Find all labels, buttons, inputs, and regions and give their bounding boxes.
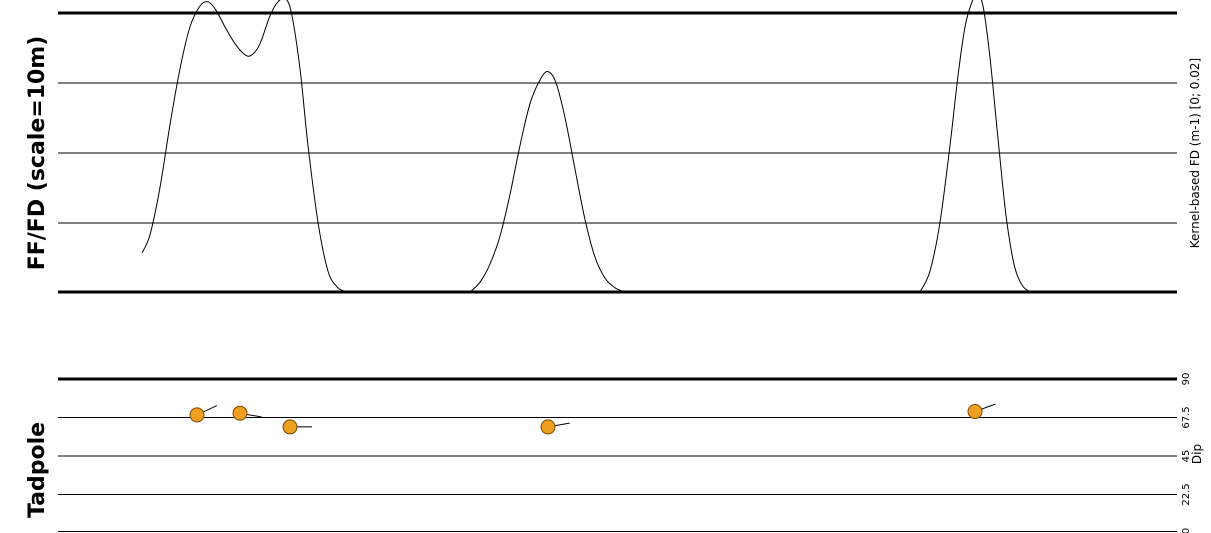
tadpole-track-title: Tadpole xyxy=(25,422,50,518)
ff-fd-track-title: FF/FD (scale=10m) xyxy=(25,36,50,271)
tadpole-axis-label: Dip xyxy=(1190,444,1204,464)
tadpole-track: 0 22.5 45 67.5 90 Tadpole Dip xyxy=(25,373,1204,533)
tadpole-gridlines xyxy=(58,377,1177,532)
tadpole-marker xyxy=(282,419,298,435)
tadpole-marker xyxy=(967,404,983,420)
ff-fd-axis-label: Kernel-based FD (m-1) [0; 0.02] xyxy=(1188,58,1202,248)
tadpole-tick-label: 0 xyxy=(1181,528,1192,533)
tadpole-tick-label: 67.5 xyxy=(1181,406,1192,428)
tadpole-tick-label: 45 xyxy=(1181,450,1192,463)
ff-fd-curves xyxy=(141,0,1031,293)
tadpole-marker xyxy=(189,407,205,423)
ff-fd-track: FF/FD (scale=10m) Kernel-based FD (m-1) … xyxy=(25,0,1202,294)
tadpole-marker xyxy=(540,419,556,435)
ff-fd-series-line-1 xyxy=(141,0,349,293)
tadpole-tick-label: 90 xyxy=(1181,373,1192,386)
tadpole-tick-label: 22.5 xyxy=(1181,483,1192,505)
tadpole-markers xyxy=(189,403,996,435)
ff-fd-gridlines xyxy=(58,11,1177,294)
tadpole-marker xyxy=(232,405,248,421)
ff-fd-series-line-2 xyxy=(469,71,626,293)
ff-fd-series-line-3 xyxy=(919,0,1031,293)
tadpole-tick-labels: 0 22.5 45 67.5 90 xyxy=(1181,373,1192,533)
